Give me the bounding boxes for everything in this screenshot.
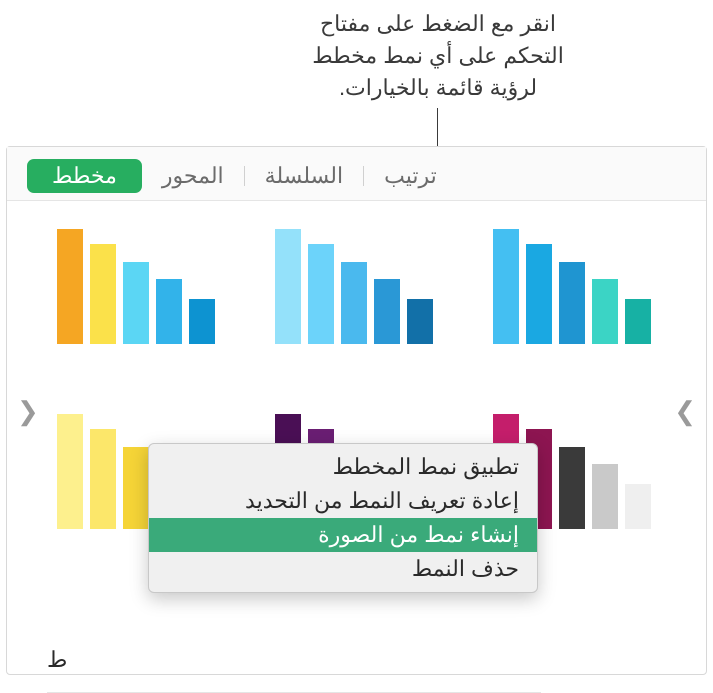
chart-style-context-menu: تطبيق نمط المخطط إعادة تعريف النمط من ال… xyxy=(148,443,538,593)
callout-line-1: انقر مع الضغط على مفتاح xyxy=(320,11,556,36)
chart-bar xyxy=(625,299,651,344)
callout-line-3: لرؤية قائمة بالخيارات. xyxy=(339,75,537,100)
chart-bar xyxy=(275,229,301,344)
chart-bar xyxy=(123,447,149,529)
tab-series[interactable]: السلسلة xyxy=(245,159,363,193)
chart-bar xyxy=(592,464,618,529)
chart-bar xyxy=(90,244,116,344)
styles-next-arrow[interactable]: ❮ xyxy=(17,396,39,427)
inspector-tabs: مخطط المحور السلسلة ترتيب xyxy=(7,147,706,201)
chart-bar xyxy=(189,299,215,344)
tab-arrange[interactable]: ترتيب xyxy=(364,159,457,193)
chart-style-thumbnail[interactable] xyxy=(493,229,651,344)
chart-bar xyxy=(592,279,618,344)
chart-bar xyxy=(156,279,182,344)
menu-create-style-from-image[interactable]: إنشاء نمط من الصورة xyxy=(149,518,537,552)
callout-line-2: التحكم على أي نمط مخطط xyxy=(312,43,564,68)
menu-apply-style[interactable]: تطبيق نمط المخطط xyxy=(149,450,537,484)
chart-bar xyxy=(625,484,651,529)
chart-bar xyxy=(559,447,585,529)
tab-axis[interactable]: المحور xyxy=(142,159,244,193)
chart-style-thumbnail[interactable] xyxy=(275,229,433,344)
chart-bar xyxy=(341,262,367,344)
chart-bar xyxy=(308,244,334,344)
chart-style-thumbnail[interactable] xyxy=(57,229,215,344)
chart-bar xyxy=(57,414,83,529)
menu-delete-style[interactable]: حذف النمط xyxy=(149,552,537,586)
chart-bar xyxy=(57,229,83,344)
inspector-panel: مخطط المحور السلسلة ترتيب ❯ ❮ ط xyxy=(6,146,707,675)
tab-chart[interactable]: مخطط xyxy=(27,159,142,193)
styles-prev-arrow[interactable]: ❯ xyxy=(674,396,696,427)
chart-bar xyxy=(559,262,585,344)
chart-bar xyxy=(407,299,433,344)
chart-bar xyxy=(526,244,552,344)
truncated-option-label: ط xyxy=(47,647,67,673)
callout-text: انقر مع الضغط على مفتاح التحكم على أي نم… xyxy=(288,8,588,104)
chart-bar xyxy=(493,229,519,344)
chart-bar xyxy=(374,279,400,344)
chart-bar xyxy=(123,262,149,344)
menu-redefine-style[interactable]: إعادة تعريف النمط من التحديد xyxy=(149,484,537,518)
chart-bar xyxy=(90,429,116,529)
